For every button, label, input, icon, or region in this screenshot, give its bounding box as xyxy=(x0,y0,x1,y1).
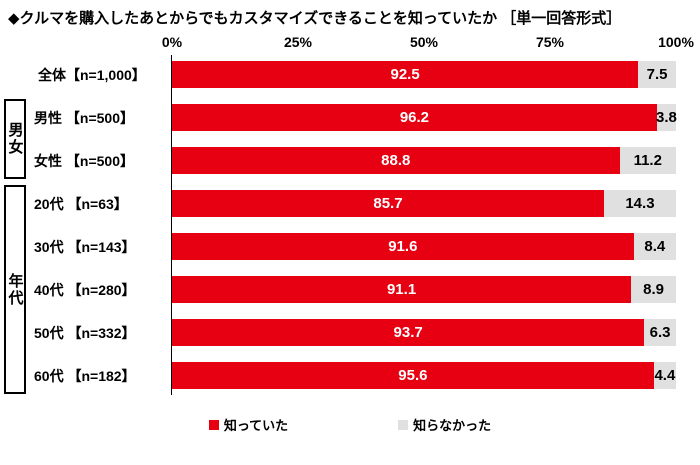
axis-tick: 75% xyxy=(535,34,565,50)
axis-tick: 0% xyxy=(161,34,183,50)
row-label: 全体【n=1,000】 xyxy=(38,66,146,83)
chart-grid: 全体【n=1,000】 92.5 7.5 男性 【n=500】 96.2 3.8 女性 【n… xyxy=(4,53,677,397)
legend-item: 知っていた xyxy=(208,415,289,434)
row-label: 60代 【n=182】 xyxy=(34,367,136,384)
axis-tick: 50% xyxy=(409,34,439,50)
row-group-box-1: 年代 xyxy=(4,185,26,394)
legend-swatch-unknown xyxy=(398,419,409,430)
legend-label-unknown: 知らなかった xyxy=(413,418,492,433)
bar-row: 93.7 6.3 xyxy=(172,311,676,354)
legend-item: 知らなかった xyxy=(398,415,491,434)
legend-label-known: 知っていた xyxy=(223,418,289,433)
bar-row: 95.6 4.4 xyxy=(172,354,676,397)
bar-segment-unknown: 14.3 xyxy=(603,190,676,217)
bar-segment-unknown: 3.8 xyxy=(656,104,677,131)
bar-segment-known: 95.6 xyxy=(172,362,654,389)
legend-swatch-known xyxy=(208,419,219,430)
bar-row: 92.5 7.5 xyxy=(172,53,676,96)
bar-segment-unknown: 11.2 xyxy=(619,147,676,174)
bar-segment-unknown: 7.5 xyxy=(638,61,676,88)
bar-row: 91.1 8.9 xyxy=(172,268,676,311)
bar-segment-known: 85.7 xyxy=(172,190,604,217)
y-axis-line xyxy=(171,55,172,395)
bar-segment-unknown: 8.4 xyxy=(633,233,676,260)
row-label: 男性 【n=500】 xyxy=(34,109,134,126)
bar-segment-known: 96.2 xyxy=(172,104,657,131)
bar-row: 88.8 11.2 xyxy=(172,139,676,182)
bar-row: 91.6 8.4 xyxy=(172,225,676,268)
row-label: 30代 【n=143】 xyxy=(34,238,136,255)
bar-segment-unknown: 4.4 xyxy=(653,362,676,389)
plot-area: 全体【n=1,000】 92.5 7.5 男性 【n=500】 96.2 3.8 女性 【n… xyxy=(0,53,700,397)
bar-segment-known: 88.8 xyxy=(172,147,620,174)
row-label: 女性 【n=500】 xyxy=(34,152,134,169)
survey-chart: ◆クルマを購入したあとからでもカスタマイズできることを知っていたか ［単一回答形… xyxy=(0,8,700,465)
row-label: 20代 【n=63】 xyxy=(34,195,128,212)
bar-row: 85.7 14.3 xyxy=(172,182,676,225)
row-group-label: 年代 xyxy=(6,272,24,307)
axis-tick: 25% xyxy=(283,34,313,50)
bar-row: 96.2 3.8 xyxy=(172,96,677,139)
row-label: 50代 【n=332】 xyxy=(34,324,136,341)
x-axis: 0% 25% 50% 75% 100% xyxy=(162,29,694,53)
bar-segment-known: 91.1 xyxy=(172,276,632,303)
bar-segment-known: 92.5 xyxy=(172,61,639,88)
legend: 知っていた 知らなかった xyxy=(0,415,700,434)
bar-segment-known: 91.6 xyxy=(172,233,634,260)
axis-tick: 100% xyxy=(658,34,694,50)
row-group-box-0: 男女 xyxy=(4,99,26,179)
bar-segment-unknown: 8.9 xyxy=(631,276,676,303)
row-label: 40代 【n=280】 xyxy=(34,281,136,298)
bar-segment-unknown: 6.3 xyxy=(644,319,676,346)
bar-segment-known: 93.7 xyxy=(172,319,645,346)
chart-title: ◆クルマを購入したあとからでもカスタマイズできることを知っていたか ［単一回答形… xyxy=(8,10,622,27)
row-group-label: 男女 xyxy=(6,122,24,156)
